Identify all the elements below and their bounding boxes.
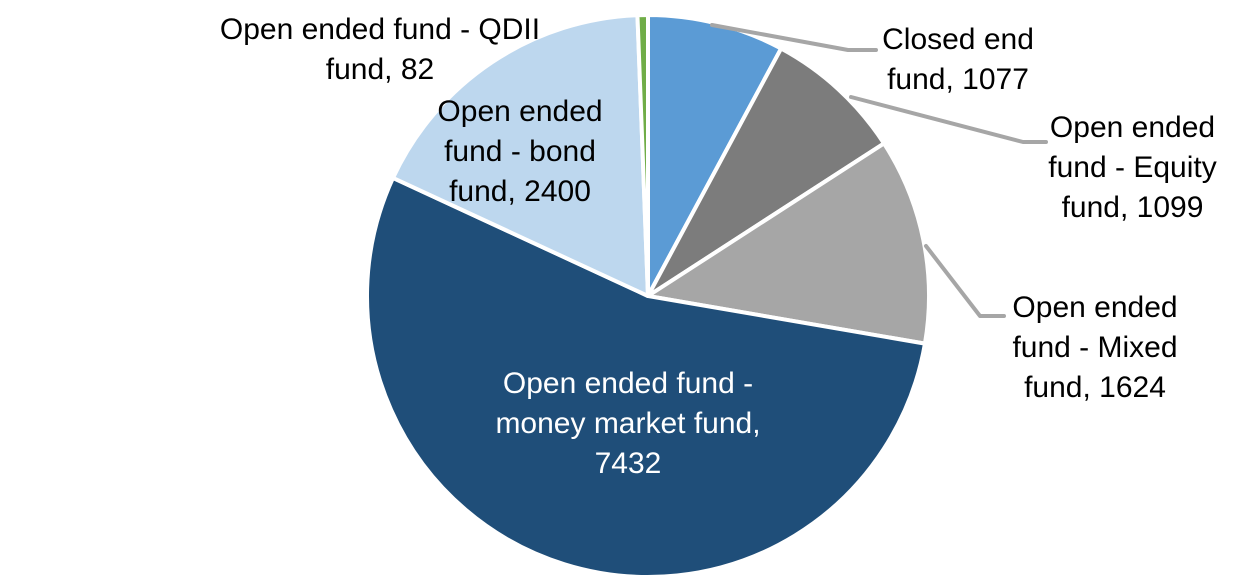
leader-line-closed-end-fund — [710, 23, 878, 52]
pie-slice-open-ended-money-market-fund — [365, 175, 927, 579]
data-label-line: fund - bond — [444, 135, 596, 168]
data-label-line: fund - Equity — [1048, 151, 1217, 184]
data-label-line: Open ended — [437, 95, 603, 128]
data-label-open-ended-qdii-fund: Open ended fund - QDII fund, 82 — [178, 10, 582, 90]
pie-slice-open-ended-bond-fund — [391, 13, 650, 298]
leader-line-open-ended-mixed-fund — [924, 244, 1006, 318]
data-label-line: Open ended — [1049, 111, 1216, 144]
data-label-line: 7432 — [594, 447, 662, 480]
data-label-line: money market fund, — [495, 407, 761, 440]
pie-slice-closed-end-fund — [646, 13, 784, 298]
data-label-line: Closed end — [882, 23, 1034, 56]
pie-slice-open-ended-equity-fund — [646, 46, 886, 298]
leader-line-open-ended-equity-fund — [849, 95, 1048, 144]
data-label-line: fund, 82 — [325, 53, 435, 86]
data-label-line: fund, 1077 — [887, 63, 1029, 96]
data-label-open-ended-mixed-fund: Open ended fund - Mixed fund, 1624 — [980, 288, 1210, 408]
pie-slice-open-ended-mixed-fund — [646, 141, 931, 346]
data-label-line: Open ended fund - — [502, 367, 754, 400]
data-label-line: Open ended fund - QDII — [219, 13, 541, 46]
data-label-line: fund, 1624 — [1024, 371, 1166, 404]
data-label-line: Open ended — [1012, 291, 1178, 324]
data-label-open-ended-money-market-fund: Open ended fund - money market fund, 7432 — [462, 364, 794, 484]
data-label-line: fund, 2400 — [449, 175, 591, 208]
data-label-line: fund - Mixed — [1012, 331, 1178, 364]
data-label-closed-end-fund: Closed end fund, 1077 — [858, 20, 1058, 100]
pie-slice-open-ended-qdii-fund — [635, 13, 650, 298]
data-label-open-ended-equity-fund: Open ended fund - Equity fund, 1099 — [1015, 108, 1250, 228]
data-label-open-ended-bond-fund: Open ended fund - bond fund, 2400 — [398, 92, 642, 212]
data-label-line: fund, 1099 — [1061, 191, 1204, 224]
